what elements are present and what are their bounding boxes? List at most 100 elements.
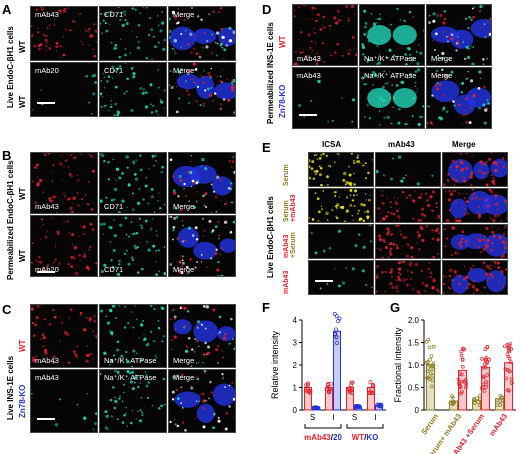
panel-d-tile-r2-c3: Merge <box>426 67 492 129</box>
g-point <box>485 373 490 377</box>
f-point <box>313 405 318 410</box>
g-point <box>508 360 513 365</box>
panel-a-channel-label: Merge <box>173 66 195 75</box>
f-x-tick-label: S <box>310 413 315 422</box>
g-point <box>503 367 508 372</box>
panel-e-side-label: Live EndoC-βH1 cells <box>266 196 275 278</box>
panel-a-channel-label: CD71 <box>104 66 124 75</box>
scale-bar <box>37 418 55 420</box>
g-point <box>431 361 436 366</box>
panel-a-tile-r2-c2: CD71 <box>99 62 167 117</box>
panel-a-channel-label: Merge <box>173 10 195 19</box>
f-x-tick-label: S <box>352 413 357 422</box>
f-point <box>347 387 352 392</box>
g-point <box>508 342 513 346</box>
panel-c-channel-label: Merge <box>173 356 195 365</box>
g-point <box>459 372 464 377</box>
f-point <box>370 383 375 388</box>
g-point <box>484 356 489 360</box>
f-point <box>375 402 380 407</box>
f-group-label-1: mAb43/20 <box>304 433 342 442</box>
f-point <box>349 383 354 388</box>
f-point <box>332 312 337 316</box>
g-point <box>508 369 512 374</box>
g-point <box>475 396 479 401</box>
g-point <box>510 381 514 385</box>
panel-d-row2-label: Zn78-KO <box>278 84 287 118</box>
panel-a-row2-label: WT <box>18 95 27 108</box>
panel-e-tile-r1-c1 <box>308 152 374 187</box>
g-point <box>460 364 465 369</box>
panel-c-tile-r2-c1: mAb43 <box>30 369 98 433</box>
g-point <box>425 339 429 344</box>
panel-e-tile-r4-c1 <box>308 260 374 295</box>
panel-a-tile-r1-c2: CD71 <box>99 6 167 61</box>
g-point <box>507 356 512 361</box>
panel-c-channel-label: mAb43 <box>35 373 59 382</box>
g-point <box>426 375 431 380</box>
g-point <box>483 385 488 389</box>
g-point <box>458 385 463 390</box>
panel-a-row1-label: WT <box>18 40 27 53</box>
f-y-tick-label: 2 <box>293 361 298 370</box>
panel-d-channel-label: mAb43 <box>297 71 321 80</box>
panel-b-tile-r1-c2: CD71 <box>99 152 167 214</box>
g-y-tick-label: 0.5 <box>408 384 420 393</box>
g-point <box>429 384 434 389</box>
panel-e-tile-r3-c1 <box>308 224 374 259</box>
f-point <box>334 341 339 345</box>
panel-e-tile-r3-c3 <box>442 224 508 259</box>
g-point <box>463 378 468 382</box>
panel-b-tile-r2-c2: CD71 <box>99 215 167 277</box>
f-point <box>328 386 333 391</box>
panel-d-side-label: Permeabilized INS-1E cells <box>266 22 275 124</box>
f-point <box>334 327 338 332</box>
panel-b-row2-label: WT <box>18 249 27 262</box>
panel-c-row1-label: WT <box>18 339 27 352</box>
f-point <box>370 384 375 389</box>
g-bar <box>472 399 481 411</box>
g-point <box>464 385 468 389</box>
panel-b-channel-label: CD71 <box>104 202 124 211</box>
panel-d-channel-label: Merge <box>431 71 453 80</box>
g-point <box>457 381 461 385</box>
panel-c-tile-r1-c2: Na⁺/K⁺ ATPase <box>99 304 167 368</box>
g-point <box>479 386 484 390</box>
panel-d-tile-r1-c2: Na⁺/K⁺ ATPase <box>359 4 425 66</box>
panel-d-channel-label: Na⁺/K⁺ ATPase <box>364 71 417 80</box>
g-point <box>476 400 480 404</box>
panel-b-channel-label: Merge <box>173 202 195 211</box>
panel-b-tile-r1-c3: Merge <box>168 152 236 214</box>
g-point <box>504 376 508 381</box>
panel-a-tile-r2-c1: mAb20 <box>30 62 98 117</box>
f-point <box>366 387 371 392</box>
g-point <box>428 371 433 376</box>
panel-d-channel-label: mAb43 <box>297 54 321 63</box>
f-y-tick-label: 1 <box>293 384 298 393</box>
g-point <box>456 377 461 382</box>
panel-e-row-label-2: Serum +mAb43 <box>283 194 297 222</box>
panel-c-channel-label: Na⁺/K⁺ ATPase <box>104 373 157 382</box>
f-point <box>329 381 334 386</box>
g-point <box>506 388 510 393</box>
f-point <box>337 316 342 321</box>
g-bar <box>504 362 513 411</box>
g-point <box>427 345 432 350</box>
panel-b-channel-label: Merge <box>173 265 195 274</box>
g-y-tick-label: 0 <box>415 406 420 415</box>
f-bracket-1 <box>304 424 342 429</box>
g-point <box>462 347 466 352</box>
panel-c-channel-label: Na⁺/K⁺ ATPase <box>104 356 157 365</box>
g-bar <box>495 398 504 411</box>
f-point <box>308 389 313 394</box>
g-point <box>429 354 434 358</box>
panel-label-b: B <box>2 148 12 163</box>
panel-e-tile-r4-c2 <box>375 260 441 295</box>
panel-b-channel-label: CD71 <box>104 265 124 274</box>
panel-c-row2-label: Zn78-KO <box>18 384 27 418</box>
g-point <box>485 361 489 365</box>
f-point <box>333 331 338 336</box>
scale-bar <box>299 114 317 116</box>
f-bracket-2 <box>346 424 384 429</box>
